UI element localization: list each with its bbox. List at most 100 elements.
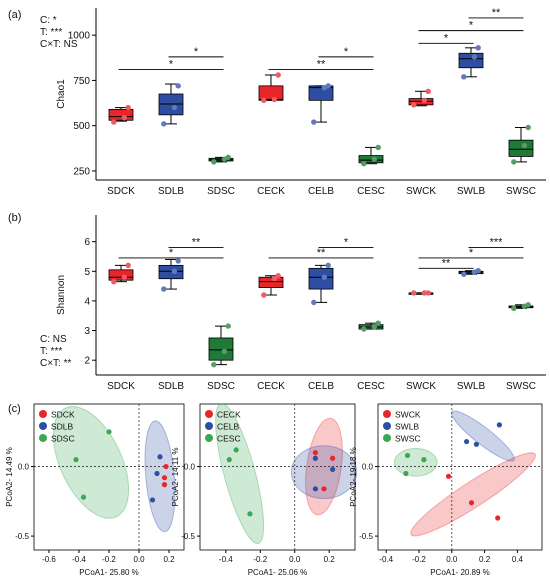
- data-point-CELB: [312, 455, 318, 461]
- box-body: [308, 267, 334, 290]
- data-point: [275, 273, 281, 279]
- data-point: [421, 97, 428, 104]
- data-point-SDSC: [80, 494, 87, 500]
- panel-label: (c): [8, 403, 21, 415]
- legend-marker: [383, 434, 391, 442]
- box-SWCK: [408, 290, 434, 296]
- box-CELB: [308, 262, 334, 306]
- box-body: [258, 85, 284, 101]
- y-tick-label: -0.5: [181, 532, 195, 541]
- data-point: [525, 124, 531, 131]
- x-tick-label: SWSC: [506, 186, 536, 197]
- x-tick-label: SDLB: [158, 186, 184, 197]
- significance-label: **: [317, 59, 326, 71]
- data-point: [361, 161, 367, 167]
- box-SDCK: [108, 262, 134, 285]
- data-point-SWCK: [468, 500, 475, 506]
- legend-label: SWLB: [395, 422, 419, 432]
- legend-label: SWCK: [395, 410, 421, 420]
- plot-frame: [377, 403, 543, 551]
- data-point-CELB: [330, 466, 336, 472]
- x-tick-label: 0.4: [512, 555, 524, 564]
- panel-label: (b): [8, 212, 21, 224]
- legend-marker: [383, 410, 391, 418]
- y-tick-label: 0.0: [362, 463, 374, 472]
- y-tick-label: 0.0: [18, 463, 30, 472]
- x-tick-label: 0.2: [163, 555, 175, 564]
- confidence-ellipse: [290, 445, 358, 500]
- y-tick-label: 0.0: [184, 463, 196, 472]
- y-tick-label: 6: [84, 237, 90, 248]
- data-point: [361, 326, 367, 332]
- data-point: [411, 290, 417, 296]
- x-tick-label: -0.4: [219, 555, 233, 564]
- legend-marker: [39, 434, 47, 442]
- data-point-SDLB: [157, 454, 163, 460]
- y-tick-label: 750: [73, 76, 90, 87]
- data-point: [221, 348, 228, 354]
- data-point-SWLB: [463, 438, 470, 445]
- panel-c-pcoa-sd: -0.6 -0.4 -0.2 0.0 0.2 -0.5 0.0 PCoA1- 25.80 % P…: [5, 403, 185, 577]
- x-tick-label: SWSC: [506, 381, 536, 392]
- legend-marker: [383, 422, 391, 430]
- data-point-SDCK: [163, 463, 169, 470]
- confidence-ellipse: [410, 452, 536, 537]
- legend-label: SWSC: [395, 434, 421, 444]
- y-tick-label: 3: [84, 326, 90, 337]
- data-point-CESC: [226, 457, 232, 463]
- data-point-CESC: [247, 511, 253, 517]
- data-point-CECK: [321, 486, 327, 492]
- significance-label: **: [192, 237, 201, 249]
- x-axis-title: PCoA1- 25.80 %: [79, 568, 139, 577]
- data-point: [261, 292, 267, 298]
- panel-c-pcoa-ce: -0.4 -0.2 0.0 0.2 -0.5 0.0 PCoA1- 25.06 % PCoA2…: [171, 403, 358, 577]
- x-tick-label: SDLB: [158, 381, 184, 392]
- box-SDSC: [208, 154, 234, 165]
- legend-marker: [39, 422, 47, 430]
- data-point-SDSC: [73, 457, 79, 463]
- significance-label: *: [444, 32, 449, 44]
- legend-label: CECK: [217, 410, 241, 420]
- data-point: [375, 320, 381, 326]
- data-point: [161, 286, 167, 292]
- significance-label: ***: [490, 237, 504, 249]
- data-point: [171, 104, 178, 111]
- data-point: [425, 88, 431, 94]
- data-point: [125, 104, 131, 111]
- box-SDLB: [158, 258, 184, 292]
- y-tick-label: -0.5: [359, 532, 373, 541]
- data-point-SWSC: [403, 470, 409, 477]
- data-point-SDCK: [161, 482, 168, 488]
- significance-label: *: [344, 46, 349, 58]
- data-point-SWLB: [473, 441, 479, 447]
- box-body: [508, 139, 534, 157]
- significance-label: *: [194, 46, 199, 58]
- data-point: [161, 121, 167, 127]
- x-tick-label: 0.0: [446, 555, 458, 564]
- x-tick-label: SDCK: [107, 381, 135, 392]
- data-point: [211, 159, 217, 165]
- box-SWLB: [458, 268, 484, 277]
- data-point-SWLB: [496, 422, 502, 428]
- data-point: [371, 156, 378, 162]
- x-tick-label: -0.4: [72, 555, 86, 564]
- x-axis-title: PCoA1- 25.06 %: [248, 568, 308, 577]
- data-point-SWCK: [445, 473, 452, 479]
- significance-label: *: [169, 59, 174, 71]
- box-body: [308, 85, 334, 101]
- data-point: [121, 114, 128, 121]
- x-tick-label: -0.4: [379, 555, 393, 564]
- x-axis-title: PCoA1- 20.89 %: [430, 568, 490, 577]
- data-point-SDLB: [149, 497, 156, 503]
- box-body: [458, 52, 484, 69]
- data-point: [471, 54, 478, 60]
- x-tick-label: SWLB: [457, 186, 486, 197]
- data-point: [225, 323, 231, 329]
- data-point: [475, 268, 481, 274]
- significance-label: *: [469, 247, 474, 259]
- x-tick-label: SDSC: [207, 381, 235, 392]
- x-tick-label: -0.6: [42, 555, 56, 564]
- panel-label: (a): [8, 9, 21, 21]
- significance-label: *: [469, 20, 474, 32]
- data-point-SDSC: [106, 429, 112, 435]
